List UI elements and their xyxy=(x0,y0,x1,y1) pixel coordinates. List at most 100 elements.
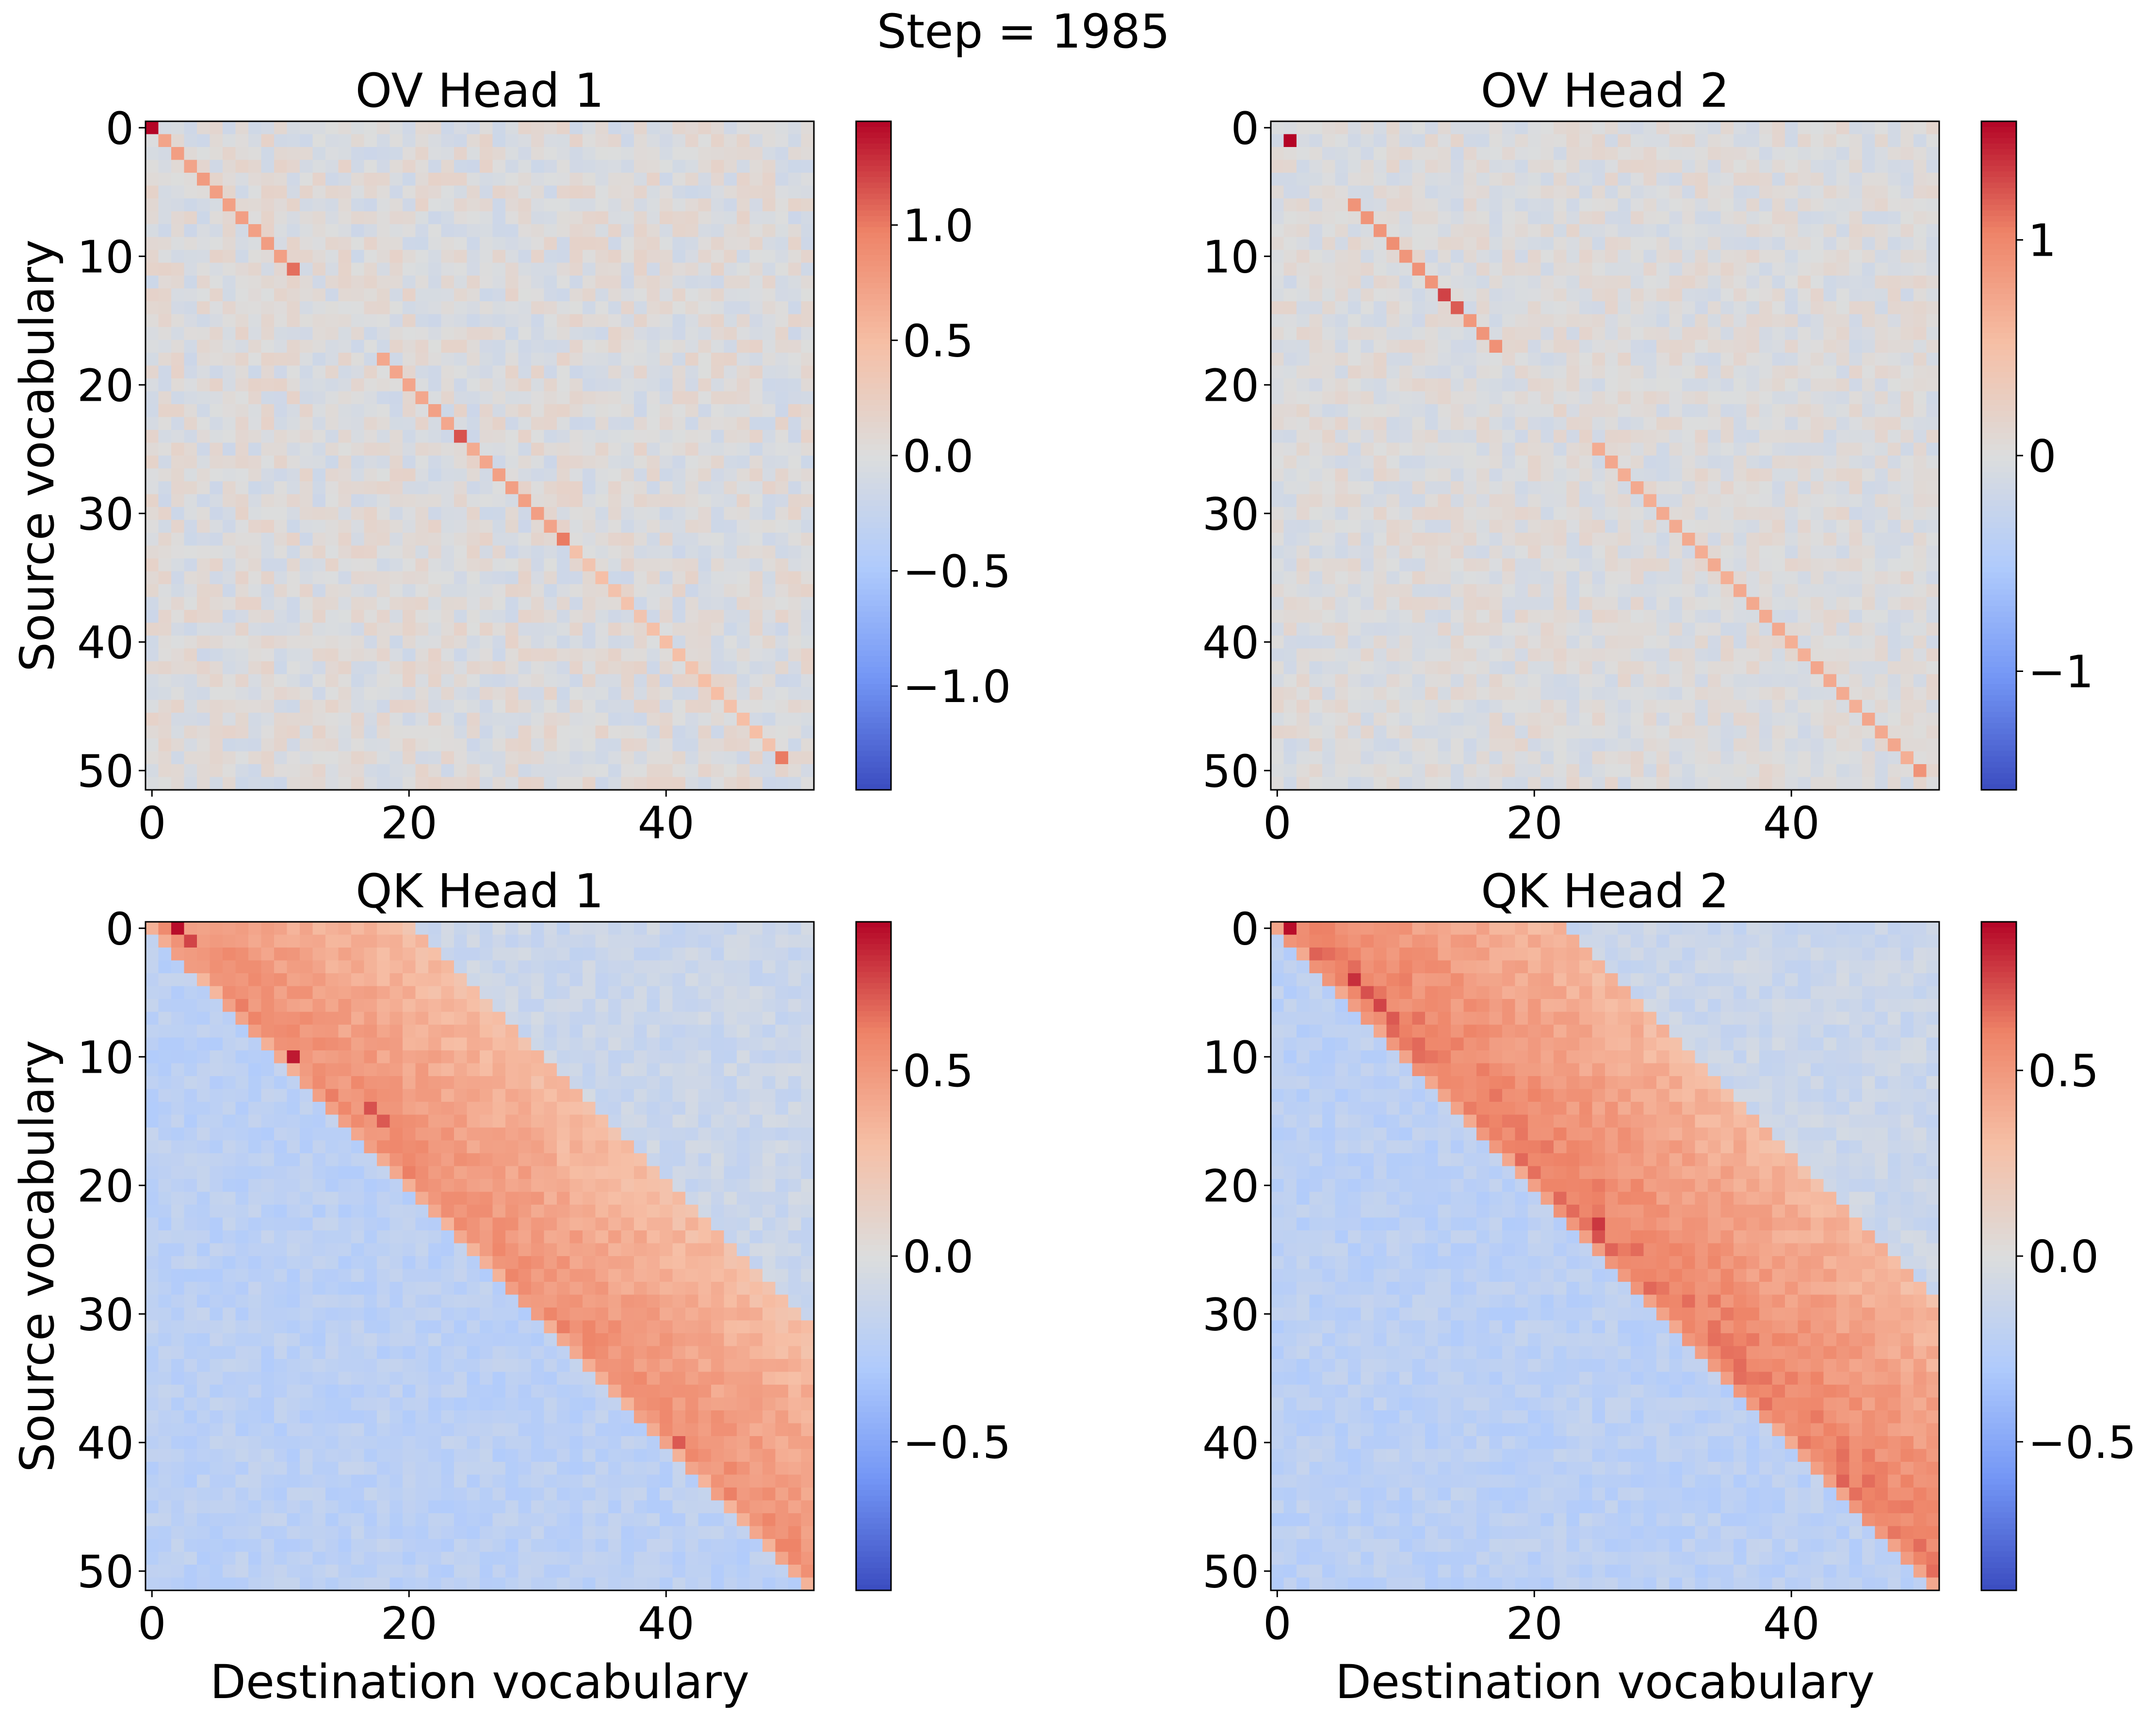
heatmap-cell xyxy=(1528,327,1541,341)
heatmap-cell xyxy=(377,700,390,713)
heatmap-cell xyxy=(1823,391,1837,405)
heatmap-cell xyxy=(1374,545,1387,559)
heatmap-cell xyxy=(737,121,750,135)
heatmap-cell xyxy=(1476,417,1490,430)
heatmap-cell xyxy=(749,340,763,353)
heatmap-cell xyxy=(634,636,648,649)
heatmap-cell xyxy=(287,237,300,250)
heatmap-cell xyxy=(608,713,622,726)
heatmap-cell xyxy=(171,442,185,456)
heatmap-cell xyxy=(1361,314,1374,327)
heatmap-cell xyxy=(300,751,313,765)
heatmap-cell xyxy=(660,674,673,687)
heatmap-cell xyxy=(274,276,288,289)
heatmap-cell xyxy=(1348,353,1362,366)
heatmap-cell xyxy=(647,121,660,135)
heatmap-cell xyxy=(1708,224,1721,238)
heatmap-cell xyxy=(223,430,236,443)
heatmap-cell xyxy=(389,378,403,392)
heatmap-cell xyxy=(775,777,789,790)
heatmap-cell xyxy=(569,571,583,585)
heatmap-cell xyxy=(685,198,699,212)
heatmap-cell xyxy=(1669,636,1683,649)
heatmap-cell xyxy=(557,430,570,443)
heatmap-cell xyxy=(1271,391,1284,405)
heatmap-cell xyxy=(788,147,802,161)
heatmap-cell xyxy=(762,494,776,507)
heatmap-cell xyxy=(171,288,185,302)
heatmap-cell xyxy=(1271,378,1284,392)
heatmap-cell xyxy=(441,417,454,430)
heatmap-cell xyxy=(647,173,660,186)
heatmap-cell xyxy=(1335,520,1348,533)
heatmap-cell xyxy=(775,661,789,675)
heatmap-cell xyxy=(158,725,172,739)
heatmap-cell xyxy=(1502,327,1516,341)
heatmap-cell xyxy=(389,365,403,379)
heatmap-cell xyxy=(518,713,532,726)
heatmap-cell xyxy=(1759,545,1773,559)
heatmap-cell xyxy=(1695,622,1708,636)
heatmap-cell xyxy=(569,481,583,495)
heatmap-cell xyxy=(711,610,725,623)
heatmap-cell xyxy=(1811,533,1824,546)
heatmap-cell xyxy=(1489,134,1503,147)
heatmap-cell xyxy=(403,597,416,610)
heatmap-cell xyxy=(1592,391,1605,405)
heatmap-cell xyxy=(1271,237,1284,250)
heatmap-cell xyxy=(544,147,557,161)
heatmap-cell xyxy=(146,661,159,675)
colorbar-segment xyxy=(856,739,891,746)
heatmap-cell xyxy=(711,622,725,636)
heatmap-cell xyxy=(1823,237,1837,250)
heatmap-cell xyxy=(1734,327,1747,341)
heatmap-cell xyxy=(1888,185,1901,199)
heatmap-cell xyxy=(1875,584,1888,598)
heatmap-cell xyxy=(1900,430,1914,443)
heatmap-cell xyxy=(634,173,648,186)
heatmap-cell xyxy=(1836,545,1850,559)
heatmap-cell xyxy=(531,314,545,327)
heatmap-cell xyxy=(1708,404,1721,418)
heatmap-cell xyxy=(1283,288,1297,302)
heatmap-cell xyxy=(608,198,622,212)
heatmap-cell xyxy=(1618,160,1631,173)
heatmap-cell xyxy=(312,725,326,739)
heatmap-cell xyxy=(480,674,493,687)
heatmap-cell xyxy=(1489,545,1503,559)
heatmap-cell xyxy=(467,622,480,636)
heatmap-cell xyxy=(1502,558,1516,572)
heatmap-cell xyxy=(1720,237,1734,250)
heatmap-cell xyxy=(1425,224,1439,238)
heatmap-cell xyxy=(1412,558,1426,572)
heatmap-cell xyxy=(171,160,185,173)
heatmap-cell xyxy=(389,404,403,418)
heatmap-cell xyxy=(672,545,686,559)
heatmap-cell xyxy=(621,764,634,778)
heatmap-cell xyxy=(737,648,750,662)
heatmap-cell xyxy=(583,777,596,790)
heatmap-cell xyxy=(1888,262,1901,276)
heatmap-cell xyxy=(724,430,737,443)
heatmap-cell xyxy=(325,147,339,161)
heatmap-cell xyxy=(171,340,185,353)
heatmap-cell xyxy=(621,636,634,649)
heatmap-cell xyxy=(1322,147,1336,161)
heatmap-cell xyxy=(672,353,686,366)
heatmap-cell xyxy=(737,365,750,379)
heatmap-cell xyxy=(312,327,326,341)
heatmap-cell xyxy=(583,340,596,353)
heatmap-cell xyxy=(544,533,557,546)
heatmap-cell xyxy=(1425,340,1439,353)
colorbar-segment xyxy=(856,127,891,133)
heatmap-cell xyxy=(1682,636,1696,649)
heatmap-cell xyxy=(312,520,326,533)
heatmap-cell xyxy=(1309,584,1323,598)
heatmap-cell xyxy=(1438,185,1451,199)
heatmap-cell xyxy=(569,353,583,366)
heatmap-cell xyxy=(647,185,660,199)
heatmap-cell xyxy=(197,301,211,315)
heatmap-cell xyxy=(1489,404,1503,418)
heatmap-cell xyxy=(685,121,699,135)
heatmap-cell xyxy=(1502,340,1516,353)
